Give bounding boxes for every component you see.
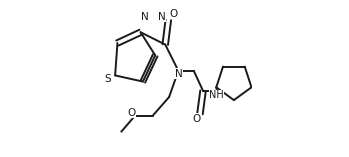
Text: S: S [104,74,111,84]
Text: N: N [175,69,183,79]
Text: N: N [157,12,165,22]
Text: NH: NH [209,90,224,100]
Text: O: O [193,114,201,124]
Text: O: O [170,9,178,19]
Text: O: O [127,108,135,118]
Text: N: N [141,12,148,22]
